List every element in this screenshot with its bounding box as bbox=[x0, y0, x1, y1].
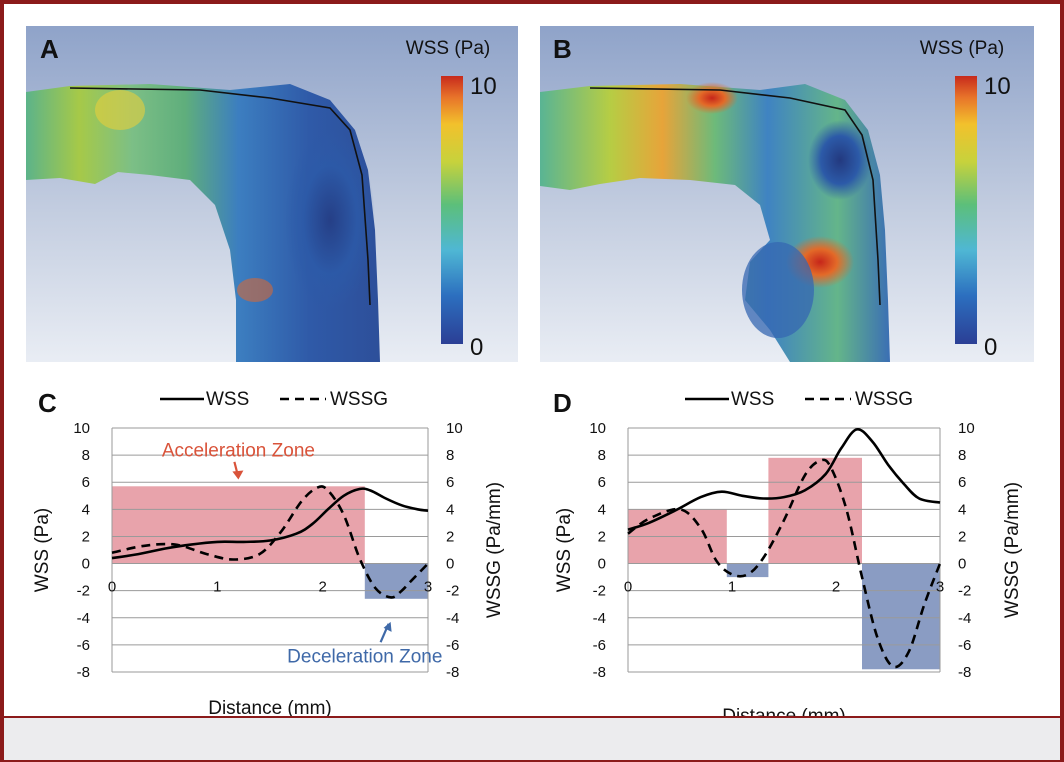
y2-tick-label: -2 bbox=[958, 583, 971, 600]
colorbar-title-b: WSS (Pa) bbox=[920, 38, 1004, 59]
legend-label-wssg: WSSG bbox=[330, 389, 388, 410]
y2-tick-label: 10 bbox=[446, 420, 463, 437]
y2-tick-label: -6 bbox=[958, 637, 971, 654]
x-tick-label: 1 bbox=[213, 579, 221, 596]
deceleration-zone-label: Deceleration Zone bbox=[287, 647, 442, 668]
y2-tick-label: -8 bbox=[958, 664, 971, 681]
y-tick-label: 6 bbox=[82, 474, 90, 491]
colorbar-title-a: WSS (Pa) bbox=[406, 38, 490, 59]
y2-tick-label: -4 bbox=[446, 610, 459, 627]
render-panel-a-letter: A bbox=[40, 34, 59, 64]
y2-tick-label: -6 bbox=[446, 637, 459, 654]
y-tick-label: 10 bbox=[73, 420, 90, 437]
x-tick-label: 0 bbox=[624, 579, 632, 596]
y2-tick-label: 8 bbox=[446, 447, 454, 464]
y2-tick-label: 6 bbox=[958, 474, 966, 491]
colorbar-min-b: 0 bbox=[984, 334, 997, 361]
chart-panel-letter: C bbox=[38, 388, 57, 418]
colorbar-max-a: 10 bbox=[470, 73, 497, 100]
y2-tick-label: 6 bbox=[446, 474, 454, 491]
y-tick-label: 2 bbox=[82, 528, 90, 545]
colorbar-min-a: 0 bbox=[470, 334, 483, 361]
acceleration-zone-label: Acceleration Zone bbox=[162, 441, 315, 462]
y2-tick-label: -8 bbox=[446, 664, 459, 681]
colorbar-b bbox=[955, 76, 977, 344]
vessel-blue-lobe-b bbox=[742, 242, 814, 338]
vessel-centerline-a bbox=[69, 87, 371, 306]
y-tick-label: 6 bbox=[598, 474, 606, 491]
y2-tick-label: 4 bbox=[958, 501, 966, 518]
deceleration-zone bbox=[862, 563, 940, 670]
y2-axis-label: WSSG (Pa/mm) bbox=[1002, 482, 1023, 618]
y-axis-label: WSS (Pa) bbox=[554, 508, 575, 592]
y2-tick-label: 0 bbox=[958, 556, 966, 573]
chart-legend: WSS WSSG bbox=[160, 389, 388, 410]
render-panel-b: B WSS (Pa) 10 0 bbox=[540, 26, 1034, 362]
vessel-yellow-region-a bbox=[95, 90, 145, 130]
y-tick-label: 4 bbox=[82, 501, 90, 518]
y2-tick-label: -2 bbox=[446, 583, 459, 600]
x-tick-label: 3 bbox=[424, 579, 432, 596]
series-line-wss bbox=[111, 487, 429, 560]
acceleration-zone-arrowhead bbox=[232, 470, 244, 480]
y2-tick-label: 2 bbox=[958, 528, 966, 545]
y2-tick-label: 2 bbox=[446, 528, 454, 545]
y-tick-label: -8 bbox=[77, 664, 90, 681]
deceleration-zone bbox=[364, 563, 428, 599]
y-axis-label: WSS (Pa) bbox=[32, 508, 53, 592]
deceleration-zone bbox=[726, 563, 769, 578]
x-tick-label: 2 bbox=[318, 579, 326, 596]
legend-label-wssg: WSSG bbox=[855, 389, 913, 410]
render-panel-a: A WSS (Pa) 10 0 bbox=[26, 26, 518, 362]
vessel-blue-region-b bbox=[808, 120, 872, 200]
y-tick-label: -4 bbox=[593, 610, 606, 627]
acceleration-zone bbox=[768, 457, 862, 564]
y-tick-label: -6 bbox=[593, 637, 606, 654]
y-tick-label: -2 bbox=[77, 583, 90, 600]
y2-tick-label: 0 bbox=[446, 556, 454, 573]
y-tick-label: 4 bbox=[598, 501, 606, 518]
chart-panel-letter: D bbox=[553, 388, 572, 418]
series-line-wssg bbox=[627, 458, 942, 669]
legend-label-wss: WSS bbox=[206, 389, 249, 410]
legend-label-wss: WSS bbox=[731, 389, 774, 410]
y-tick-label: -8 bbox=[593, 664, 606, 681]
colorbar-max-b: 10 bbox=[984, 73, 1011, 100]
x-tick-label: 3 bbox=[936, 579, 944, 596]
y-tick-label: -4 bbox=[77, 610, 90, 627]
chart-legend: WSS WSSG bbox=[685, 389, 913, 410]
y-tick-label: 2 bbox=[598, 528, 606, 545]
render-panel-b-letter: B bbox=[553, 34, 572, 64]
y-tick-label: 8 bbox=[82, 447, 90, 464]
vessel-surface-a bbox=[26, 84, 380, 362]
series-line-wss bbox=[627, 428, 941, 531]
y2-axis-label: WSSG (Pa/mm) bbox=[484, 482, 505, 618]
colorbar-a bbox=[441, 76, 463, 344]
x-axis-label: Distance (mm) bbox=[208, 698, 332, 719]
y-tick-label: 0 bbox=[82, 556, 90, 573]
y2-tick-label: 8 bbox=[958, 447, 966, 464]
y-tick-label: -2 bbox=[593, 583, 606, 600]
deceleration-zone-arrowhead bbox=[383, 621, 392, 632]
vessel-blue-region-a bbox=[285, 130, 375, 310]
caption-strip bbox=[4, 716, 1060, 760]
y-tick-label: -6 bbox=[77, 637, 90, 654]
x-tick-label: 1 bbox=[728, 579, 736, 596]
y-tick-label: 0 bbox=[598, 556, 606, 573]
y-tick-label: 10 bbox=[589, 420, 606, 437]
y2-tick-label: 10 bbox=[958, 420, 975, 437]
x-tick-label: 0 bbox=[108, 579, 116, 596]
series-line-wssg bbox=[111, 485, 429, 599]
vessel-centerline-b bbox=[589, 87, 881, 306]
y-tick-label: 8 bbox=[598, 447, 606, 464]
x-tick-label: 2 bbox=[832, 579, 840, 596]
y2-tick-label: -4 bbox=[958, 610, 971, 627]
vessel-red-region-a bbox=[237, 278, 273, 302]
y2-tick-label: 4 bbox=[446, 501, 454, 518]
